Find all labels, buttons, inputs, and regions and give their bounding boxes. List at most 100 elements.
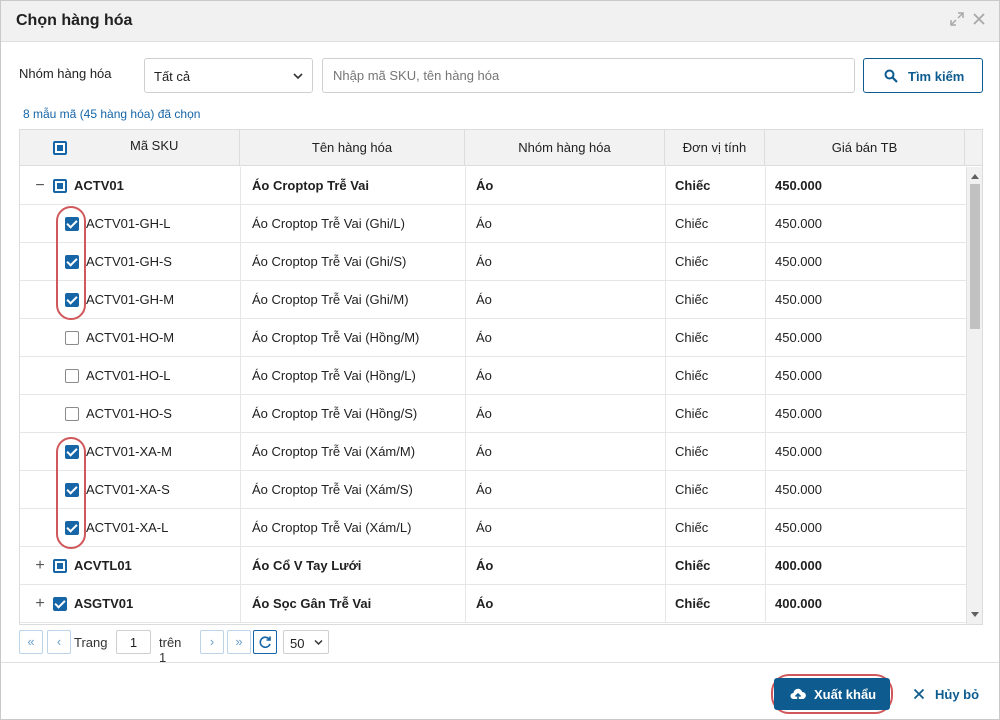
refresh-button[interactable] bbox=[253, 630, 277, 654]
close-icon[interactable] bbox=[971, 12, 987, 28]
unit-cell: Chiếc bbox=[675, 216, 709, 231]
table-row[interactable]: ACTV01-HO-L Áo Croptop Trễ Vai (Hồng/L) Áo… bbox=[20, 357, 966, 395]
sku-cell: ASGTV01 bbox=[74, 596, 134, 611]
price-cell: 450.000 bbox=[775, 254, 822, 269]
unit-cell: Chiếc bbox=[675, 482, 709, 497]
name-cell: Áo Croptop Trễ Vai (Hồng/S) bbox=[252, 406, 418, 421]
page-number-input[interactable] bbox=[116, 630, 151, 654]
sku-search-input[interactable] bbox=[322, 58, 855, 93]
price-cell: 450.000 bbox=[775, 330, 822, 345]
scroll-up-arrow-icon[interactable] bbox=[971, 174, 979, 179]
product-group-select[interactable]: Tất cả bbox=[144, 58, 313, 93]
group-cell: Áo bbox=[476, 178, 494, 193]
cloud-upload-icon bbox=[790, 688, 806, 700]
column-divider bbox=[465, 357, 466, 395]
group-cell: Áo bbox=[476, 596, 494, 611]
column-header-group[interactable]: Nhóm hàng hóa bbox=[465, 130, 665, 166]
collapse-icon[interactable]: − bbox=[35, 177, 45, 194]
page-size-value: 50 bbox=[290, 636, 305, 651]
column-divider bbox=[240, 281, 241, 319]
name-cell: Áo Croptop Trễ Vai (Ghi/L) bbox=[252, 216, 405, 231]
page-total-label: trên 1 bbox=[159, 635, 182, 665]
column-divider bbox=[665, 433, 666, 471]
column-divider bbox=[765, 471, 766, 509]
table-scrollbar[interactable] bbox=[966, 167, 982, 624]
select-all-checkbox[interactable] bbox=[53, 141, 67, 155]
unit-cell: Chiếc bbox=[675, 368, 709, 383]
prev-page-button[interactable]: ‹ bbox=[47, 630, 71, 654]
column-header-unit[interactable]: Đơn vị tính bbox=[665, 130, 765, 166]
first-page-button[interactable]: « bbox=[19, 630, 43, 654]
group-cell: Áo bbox=[476, 444, 492, 459]
row-checkbox[interactable] bbox=[53, 179, 67, 193]
table-row[interactable]: ACTV01-XA-M Áo Croptop Trễ Vai (Xám/M) Áo C… bbox=[20, 433, 966, 471]
sku-cell: ACTV01-XA-L bbox=[86, 520, 169, 535]
column-divider bbox=[465, 243, 466, 281]
column-divider bbox=[665, 357, 666, 395]
export-button-label: Xuất khẩu bbox=[814, 687, 877, 702]
sku-cell: ACTV01-XA-M bbox=[86, 444, 172, 459]
table-row[interactable]: ACTV01-XA-S Áo Croptop Trễ Vai (Xám/S) Áo C… bbox=[20, 471, 966, 509]
row-checkbox[interactable] bbox=[53, 559, 67, 573]
product-group-value: Tất cả bbox=[154, 69, 191, 84]
row-checkbox[interactable] bbox=[65, 217, 79, 231]
column-divider bbox=[465, 471, 466, 509]
table-row[interactable]: ACTV01-HO-S Áo Croptop Trễ Vai (Hồng/S) Áo… bbox=[20, 395, 966, 433]
row-checkbox[interactable] bbox=[65, 407, 79, 421]
price-cell: 400.000 bbox=[775, 596, 822, 611]
column-header-sku: Mã SKU bbox=[20, 130, 240, 166]
column-header-name[interactable]: Tên hàng hóa bbox=[240, 130, 465, 166]
row-checkbox[interactable] bbox=[65, 483, 79, 497]
table-row[interactable]: ACTV01-HO-M Áo Croptop Trễ Vai (Hồng/M) Áo… bbox=[20, 319, 966, 357]
row-checkbox[interactable] bbox=[53, 597, 67, 611]
row-checkbox[interactable] bbox=[65, 255, 79, 269]
column-header-price[interactable]: Giá bán TB bbox=[765, 130, 965, 166]
row-checkbox[interactable] bbox=[65, 445, 79, 459]
price-cell: 450.000 bbox=[775, 406, 822, 421]
page-size-select[interactable]: 50 bbox=[283, 630, 329, 654]
group-cell: Áo bbox=[476, 406, 492, 421]
price-cell: 450.000 bbox=[775, 520, 822, 535]
scroll-thumb[interactable] bbox=[970, 184, 980, 329]
table-row[interactable]: ACTV01-GH-L Áo Croptop Trễ Vai (Ghi/L) Áo C… bbox=[20, 205, 966, 243]
close-icon bbox=[913, 688, 925, 700]
table-group-row[interactable]: + ACVTL01 Áo Cổ V Tay Lưới Áo Chiếc 400.000 bbox=[20, 547, 966, 585]
column-divider bbox=[665, 319, 666, 357]
table-body: − ACTV01 Áo Croptop Trễ Vai Áo Chiếc 450.000 A… bbox=[20, 167, 966, 624]
row-checkbox[interactable] bbox=[65, 521, 79, 535]
group-cell: Áo bbox=[476, 558, 494, 573]
table-row[interactable]: ACTV01-XA-L Áo Croptop Trễ Vai (Xám/L) Áo C… bbox=[20, 509, 966, 547]
next-page-button[interactable]: › bbox=[200, 630, 224, 654]
row-checkbox[interactable] bbox=[65, 369, 79, 383]
last-page-button[interactable]: » bbox=[227, 630, 251, 654]
sku-cell: ACTV01-HO-S bbox=[86, 406, 172, 421]
column-divider bbox=[465, 319, 466, 357]
scroll-down-arrow-icon[interactable] bbox=[971, 612, 979, 617]
table-header: Mã SKU Tên hàng hóa Nhóm hàng hóa Đơn vị… bbox=[20, 130, 982, 166]
export-button[interactable]: Xuất khẩu bbox=[774, 678, 890, 710]
column-divider bbox=[240, 357, 241, 395]
dialog-header: Chọn hàng hóa bbox=[1, 1, 999, 42]
row-checkbox[interactable] bbox=[65, 331, 79, 345]
unit-cell: Chiếc bbox=[675, 254, 709, 269]
row-checkbox[interactable] bbox=[65, 293, 79, 307]
expand-icon[interactable]: + bbox=[35, 557, 45, 574]
column-divider bbox=[465, 167, 466, 205]
unit-cell: Chiếc bbox=[675, 596, 711, 611]
cancel-button[interactable]: Hủy bỏ bbox=[909, 678, 989, 710]
search-icon bbox=[884, 69, 898, 83]
table-group-row[interactable]: − ACTV01 Áo Croptop Trễ Vai Áo Chiếc 450.000 bbox=[20, 167, 966, 205]
table-row[interactable]: ACTV01-GH-M Áo Croptop Trễ Vai (Ghi/M) Áo C… bbox=[20, 281, 966, 319]
table-group-row[interactable]: + ASGTV01 Áo Sọc Gân Trễ Vai Áo Chiếc 400.000 bbox=[20, 585, 966, 623]
refresh-icon bbox=[259, 636, 271, 648]
search-button[interactable]: Tìm kiếm bbox=[863, 58, 983, 93]
table-row[interactable]: ACTV01-GH-S Áo Croptop Trễ Vai (Ghi/S) Áo C… bbox=[20, 243, 966, 281]
column-divider bbox=[665, 243, 666, 281]
price-cell: 450.000 bbox=[775, 292, 822, 307]
maximize-icon[interactable] bbox=[949, 12, 965, 28]
expand-icon[interactable]: + bbox=[35, 595, 45, 612]
unit-cell: Chiếc bbox=[675, 558, 711, 573]
unit-cell: Chiếc bbox=[675, 444, 709, 459]
sku-cell: ACTV01-GH-L bbox=[86, 216, 171, 231]
